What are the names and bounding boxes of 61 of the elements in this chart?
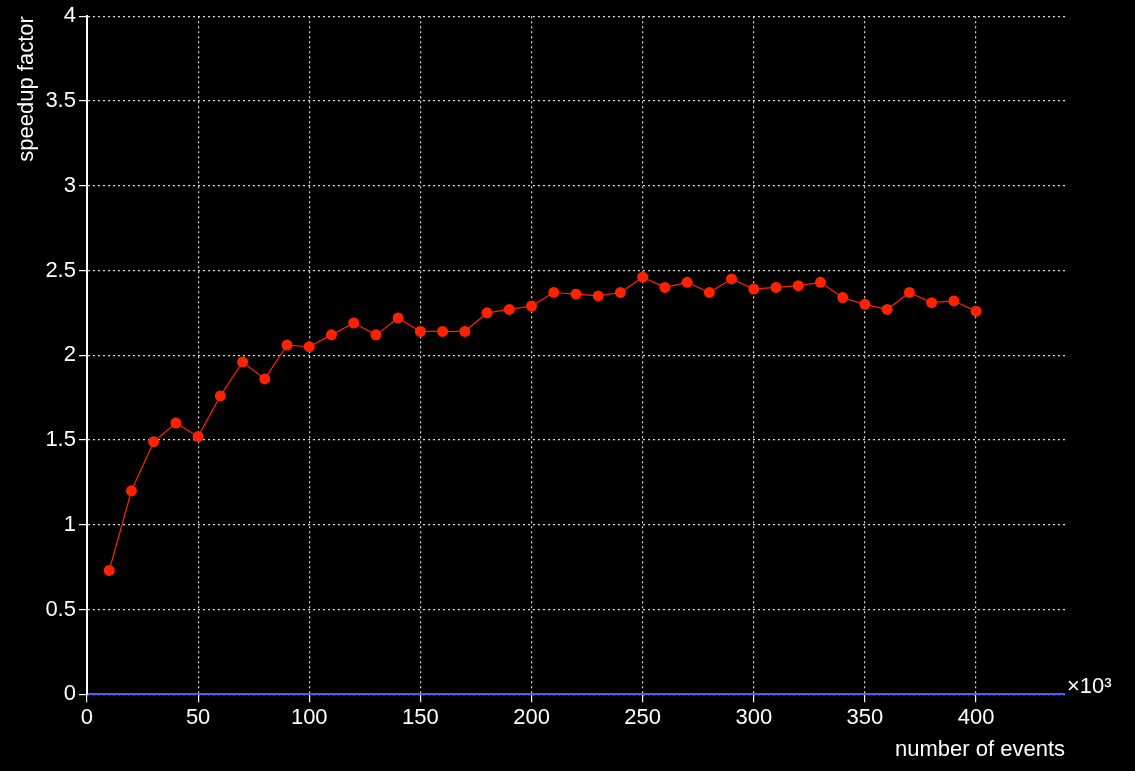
- point: [459, 325, 471, 337]
- x-tick-label: 0: [80, 704, 94, 730]
- x-tick-label: 400: [957, 704, 995, 730]
- point: [237, 356, 249, 368]
- point: [437, 325, 449, 337]
- point: [970, 305, 982, 317]
- point: [748, 283, 760, 295]
- point: [125, 485, 137, 497]
- point: [881, 303, 893, 315]
- point: [614, 286, 626, 298]
- point: [370, 329, 382, 341]
- point: [348, 317, 360, 329]
- point: [281, 339, 293, 351]
- point: [192, 431, 204, 443]
- y-tick-label: 0: [63, 680, 76, 706]
- point: [170, 417, 182, 429]
- point: [926, 297, 938, 309]
- x-tick-label: 150: [402, 704, 439, 730]
- point: [259, 373, 271, 385]
- point: [325, 329, 337, 341]
- y-tick-label: 1: [63, 510, 76, 536]
- y-axis-title: speedup factor: [13, 16, 39, 162]
- point: [859, 298, 871, 310]
- point: [503, 303, 515, 315]
- point: [303, 341, 315, 353]
- point: [548, 286, 560, 298]
- point: [414, 325, 426, 337]
- y-tick-label: 1.5: [45, 426, 76, 452]
- point: [392, 312, 404, 324]
- text: ×10³: [1067, 673, 1112, 699]
- point: [815, 276, 826, 288]
- y-tick-label: 4: [63, 2, 76, 28]
- point: [681, 276, 693, 288]
- x-tick-label: 200: [513, 704, 550, 730]
- point: [526, 300, 538, 312]
- x-axis-title: number of events: [895, 735, 1065, 761]
- point: [837, 292, 849, 304]
- y-tick-label: 0.5: [45, 595, 76, 621]
- point: [637, 271, 649, 283]
- point: [214, 390, 226, 402]
- x-tick-label: 300: [735, 704, 773, 730]
- point: [703, 286, 715, 298]
- y-tick-label: 2: [63, 341, 76, 367]
- point: [726, 273, 738, 285]
- point: [481, 307, 493, 319]
- point: [148, 436, 160, 448]
- y-tick-label: 3.5: [45, 87, 76, 113]
- x-tick-label: 350: [846, 704, 884, 730]
- x-tick-label: 50: [185, 704, 211, 730]
- point: [570, 288, 582, 300]
- point: [103, 564, 115, 576]
- point: [792, 280, 804, 292]
- point: [903, 286, 915, 298]
- point: [592, 290, 604, 302]
- point: [770, 281, 782, 293]
- point: [659, 281, 671, 293]
- y-tick-label: 2.5: [45, 256, 76, 282]
- x-tick-label: 250: [624, 704, 662, 730]
- x-tick-label: 100: [290, 704, 328, 730]
- y-tick-label: 3: [63, 171, 76, 197]
- point: [948, 295, 960, 307]
